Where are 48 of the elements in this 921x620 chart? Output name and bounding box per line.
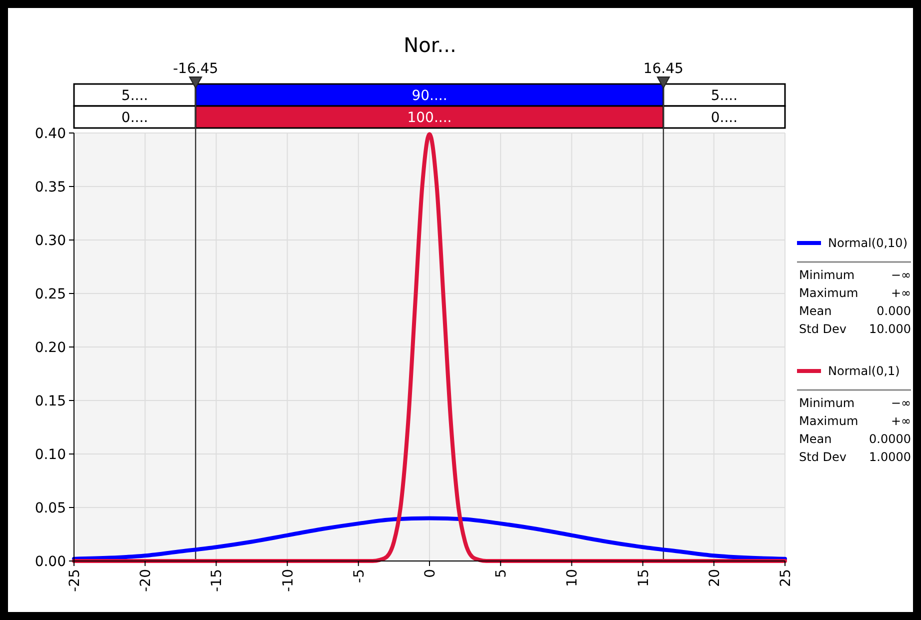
x-tick-label: 25	[778, 569, 794, 587]
x-tick-label: -15	[209, 569, 226, 592]
legend-label: Normal(0,10)	[828, 236, 908, 250]
y-tick-label: 0.05	[34, 500, 66, 516]
x-tick-label: 15	[636, 569, 652, 587]
y-tick-label: 0.10	[34, 447, 66, 463]
text: Mean	[799, 304, 832, 318]
x-tick-label: 5	[494, 569, 510, 578]
text: Maximum	[799, 286, 858, 300]
text: Mean	[799, 432, 832, 446]
text: Minimum	[799, 268, 855, 282]
text: 1.0000	[869, 450, 911, 464]
text: 10.000	[869, 322, 911, 336]
text: −∞	[890, 268, 911, 282]
y-tick-label: 0.15	[34, 394, 66, 410]
y-tick-label: 0.20	[34, 340, 66, 356]
x-tick-label: -25	[67, 569, 83, 592]
text: 5....	[121, 88, 148, 104]
text: Std Dev	[799, 322, 846, 336]
chart-title: Nor...	[404, 33, 456, 57]
x-tick-label: 20	[706, 569, 723, 587]
text: 0.0000	[869, 432, 911, 446]
text: Minimum	[799, 396, 855, 410]
x-tick-label: -5	[351, 569, 368, 583]
text: 0....	[121, 110, 148, 126]
ref-line-label: -16.45	[173, 61, 218, 77]
text: 5....	[710, 88, 738, 104]
text: Maximum	[799, 414, 858, 428]
legend-label: Normal(0,1)	[828, 364, 900, 378]
y-tick-label: 0.35	[34, 180, 66, 196]
text: +∞	[890, 286, 911, 300]
text: Std Dev	[799, 450, 846, 464]
ref-line-label: 16.45	[643, 61, 684, 77]
y-tick-label: 0.00	[34, 554, 66, 570]
line-series	[72, 132, 787, 563]
text: 0.000	[876, 304, 911, 318]
x-tick-label: 0	[422, 569, 438, 578]
x-tick-label: -10	[280, 569, 296, 592]
text: 100....	[407, 110, 452, 126]
x-tick-label: 10	[564, 569, 581, 587]
x-tick-label: -20	[138, 569, 154, 592]
text: 90....	[412, 88, 448, 104]
y-tick-label: 0.40	[34, 126, 66, 142]
text: 0....	[710, 110, 738, 126]
text: −∞	[890, 396, 911, 410]
y-tick-label: 0.30	[34, 233, 66, 249]
text: +∞	[890, 414, 911, 428]
y-tick-label: 0.25	[34, 286, 66, 302]
